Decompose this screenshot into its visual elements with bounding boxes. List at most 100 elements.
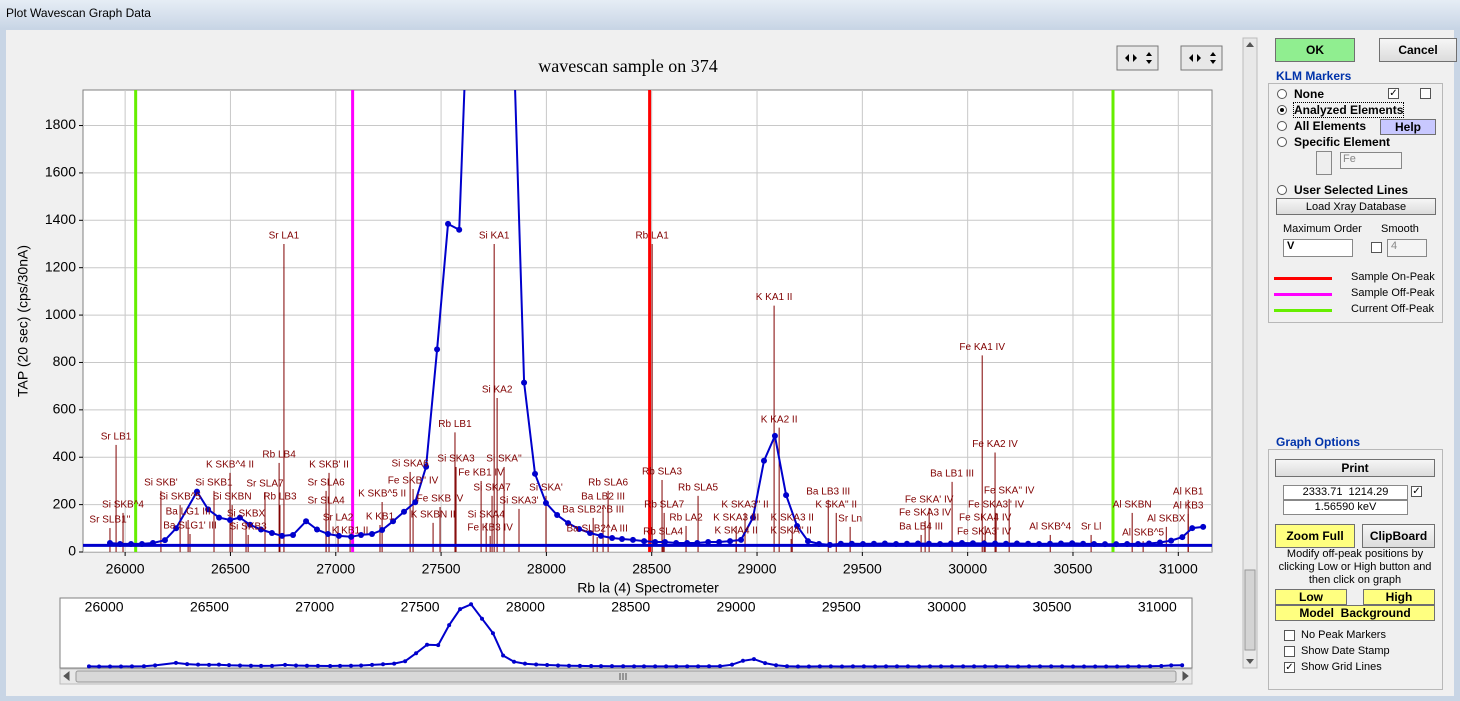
element-dropdown[interactable]: Fe: [1340, 152, 1402, 169]
legend-label: Sample Off-Peak: [1351, 287, 1435, 299]
checkbox[interactable]: [1420, 88, 1431, 99]
spin-control[interactable]: [1116, 45, 1159, 71]
checkbox[interactable]: [1388, 88, 1399, 99]
high-button[interactable]: High: [1363, 589, 1435, 605]
marker-label: Rb SLA6: [588, 478, 628, 489]
marker-label: Fe SKB IV: [417, 494, 464, 505]
data-point: [173, 660, 178, 665]
data-point: [290, 531, 297, 538]
checkbox[interactable]: [1284, 662, 1295, 673]
x-tick-label: 30000: [948, 561, 987, 577]
checkbox[interactable]: [1284, 646, 1295, 657]
marker-label: Si SKB': [144, 478, 178, 489]
data-point: [972, 664, 977, 669]
data-point: [237, 663, 242, 668]
spin-control[interactable]: [1180, 45, 1223, 71]
marker-label: Si KA1: [479, 231, 510, 242]
marker-label: Al KB3: [1173, 500, 1204, 511]
y-tick-label: 600: [53, 401, 77, 417]
model-background-button[interactable]: Model Background: [1275, 605, 1435, 621]
marker-label: K KA2 II: [761, 414, 798, 425]
overview-tick-label: 28000: [506, 599, 545, 615]
overview-tick-label: 29000: [717, 599, 756, 615]
x-tick-label: 29000: [738, 561, 777, 577]
order-dropdown[interactable]: V: [1283, 239, 1353, 257]
horizontal-scrollbar[interactable]: [59, 668, 1193, 685]
data-point: [534, 662, 539, 667]
marker-label: Rb LB1: [438, 419, 472, 430]
legend-label: Sample On-Peak: [1351, 271, 1435, 283]
data-point: [586, 530, 593, 537]
data-point: [806, 664, 811, 669]
data-point: [783, 492, 790, 499]
marker-label: Rb SLA3: [642, 467, 682, 478]
clipboard-button[interactable]: ClipBoard: [1362, 524, 1435, 548]
data-point: [368, 530, 375, 537]
help-button[interactable]: Help: [1380, 119, 1436, 135]
radio[interactable]: [1277, 185, 1287, 195]
data-point: [1200, 523, 1207, 530]
cancel-button[interactable]: Cancel: [1379, 38, 1457, 62]
marker-label: Ba LB1 III: [930, 469, 974, 480]
x-tick-label: 27000: [316, 561, 355, 577]
data-point: [685, 664, 690, 669]
checkbox-label: No Peak Markers: [1301, 629, 1386, 641]
data-point: [1005, 664, 1010, 669]
data-point: [1179, 534, 1186, 541]
data-point: [1037, 664, 1042, 669]
checkbox[interactable]: [1371, 242, 1382, 253]
data-point: [359, 663, 364, 668]
data-point: [521, 379, 528, 386]
smooth-dropdown[interactable]: 4: [1387, 239, 1427, 257]
data-point: [447, 623, 452, 628]
radio[interactable]: [1277, 89, 1287, 99]
x-tick-label: 30500: [1054, 561, 1093, 577]
data-point: [1060, 664, 1065, 669]
data-point: [1148, 664, 1153, 669]
data-point: [335, 532, 342, 539]
data-point: [740, 658, 745, 663]
data-point: [1027, 664, 1032, 669]
checkbox[interactable]: [1411, 486, 1422, 497]
marker-label: Si SKB3: [230, 522, 268, 533]
data-point: [664, 664, 669, 669]
overview-tick-label: 27500: [401, 599, 440, 615]
print-button[interactable]: Print: [1275, 459, 1435, 477]
ok-button[interactable]: OK: [1275, 38, 1355, 62]
marker-label: Fe SKA3'' IV: [968, 500, 1024, 511]
zoom-full-button[interactable]: Zoom Full: [1275, 524, 1355, 548]
x-tick-label: 27500: [422, 561, 461, 577]
data-point: [696, 664, 701, 669]
data-point: [259, 663, 264, 668]
overview-tick-label: 29500: [822, 599, 861, 615]
label: Maximum Order: [1283, 223, 1362, 235]
x-tick-label: 28000: [527, 561, 566, 577]
data-point: [1180, 663, 1185, 668]
data-point: [480, 616, 485, 621]
low-button[interactable]: Low: [1275, 589, 1347, 605]
checkbox[interactable]: [1284, 630, 1295, 641]
data-point: [707, 664, 712, 669]
marker-label: Ba SLB2^A III: [566, 524, 627, 535]
radio[interactable]: [1277, 105, 1287, 115]
data-point: [501, 653, 506, 658]
radio[interactable]: [1277, 121, 1287, 131]
data-point: [861, 664, 866, 669]
marker-label: Sr SLA6: [307, 478, 345, 489]
data-point: [216, 662, 221, 667]
spinner[interactable]: [1316, 151, 1332, 175]
y-tick-label: 1200: [45, 258, 76, 274]
data-point: [661, 539, 668, 546]
data-point: [795, 664, 800, 669]
data-point: [315, 663, 320, 668]
marker-label: Si SKB1: [195, 478, 233, 489]
vertical-scrollbar[interactable]: [1242, 37, 1258, 669]
marker-label: Si SKB^5: [159, 492, 201, 503]
data-point: [1104, 664, 1109, 669]
radio-label: User Selected Lines: [1294, 183, 1409, 197]
load-database-button[interactable]: Load Xray Database: [1276, 198, 1436, 215]
radio[interactable]: [1277, 137, 1287, 147]
marker-label: Sr SLA4: [307, 496, 345, 507]
marker-label: K SKBN II: [411, 509, 456, 520]
